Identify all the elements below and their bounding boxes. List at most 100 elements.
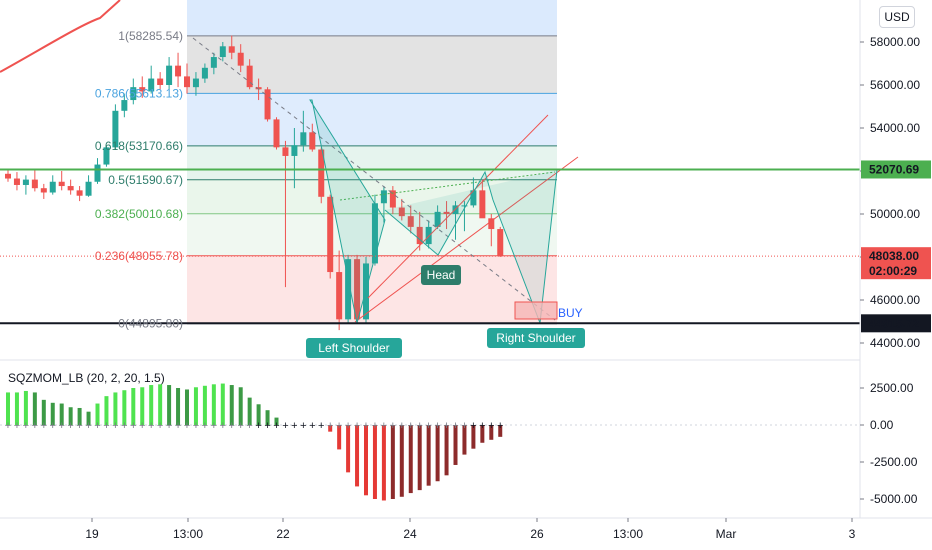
momentum-bar (6, 392, 10, 425)
candle-body (228, 46, 235, 53)
squeeze-dot: + (372, 420, 378, 432)
candle-body (85, 181, 92, 196)
candle-body (300, 132, 307, 146)
momentum-bar (372, 425, 377, 499)
squeeze-dot: + (273, 420, 279, 432)
momentum-bar (417, 425, 422, 491)
fib-label: 0.5(51590.67) (108, 173, 183, 187)
momentum-bar (435, 425, 440, 482)
head-label-box (421, 265, 461, 285)
price-tick-label: 44000.00 (870, 336, 920, 350)
candle-body (479, 190, 486, 219)
momentum-bar (381, 425, 386, 501)
squeeze-dot: + (390, 420, 396, 432)
momentum-bar (489, 425, 494, 440)
neckline (339, 171, 556, 201)
time-tick-label: 19 (85, 527, 99, 541)
time-tick-label: 26 (530, 527, 544, 541)
left-shoulder-shape (309, 99, 386, 324)
squeeze-dot: + (139, 420, 145, 432)
current-price-tag: 02:00:29 (869, 264, 917, 278)
right-shoulder-label-box (487, 328, 585, 348)
indicator-tick-label: 2500.00 (870, 381, 914, 395)
candle-body (157, 78, 164, 85)
candle-body (407, 216, 414, 227)
indicator-label[interactable]: SQZMOM_LB (20, 2, 20, 1.5) (8, 371, 165, 385)
momentum-bar (220, 383, 225, 425)
candle-body (67, 186, 74, 191)
squeeze-dot: + (121, 420, 127, 432)
squeeze-dot: + (5, 420, 11, 432)
candle-body (192, 78, 199, 88)
squeeze-dot: + (193, 420, 199, 432)
momentum-bar (426, 425, 431, 486)
price-axis[interactable]: 58000.0056000.0054000.0052000.0050000.00… (860, 35, 920, 350)
squeeze-dot: + (220, 420, 226, 432)
momentum-bar (23, 390, 28, 425)
squeeze-dot: + (50, 420, 56, 432)
momentum-bar (471, 425, 476, 449)
candle-body (488, 218, 495, 230)
squeeze-dot: + (416, 420, 422, 432)
indicator-tick-label: -5000.00 (870, 492, 918, 506)
candle-body (282, 147, 289, 156)
candle-body (318, 149, 325, 197)
squeeze-dot: + (85, 420, 91, 432)
candle-body (398, 207, 405, 217)
fib-label: 0(44895.80) (118, 317, 183, 331)
candle-body (130, 87, 137, 101)
squeeze-dot: + (112, 420, 118, 432)
candle-body (5, 173, 11, 179)
buy-zone (514, 301, 558, 320)
momentum-bar (193, 387, 198, 425)
support-price-tag: 44915.72 (869, 316, 919, 330)
candle-body (219, 46, 226, 58)
momentum-bar (131, 388, 136, 425)
candle-body (497, 229, 504, 257)
squeeze-dot: + (381, 420, 387, 432)
currency-button[interactable]: USD (879, 6, 915, 28)
squeeze-dot: + (309, 420, 315, 432)
fib-zone (187, 93, 557, 146)
time-axis[interactable]: 19 13:00 22 24 26 13:00 Mar 3 (85, 518, 856, 541)
candle-body (210, 57, 217, 68)
resistance-price-tag-box (861, 160, 931, 179)
momentum-bar (328, 425, 333, 432)
momentum-bar (337, 425, 342, 450)
squeeze-dot: + (202, 420, 208, 432)
squeeze-dot: + (318, 420, 324, 432)
right-shoulder-label: Right Shoulder (496, 331, 575, 345)
candle-body (336, 272, 343, 320)
candle-body (40, 188, 47, 193)
squeeze-dot: + (425, 420, 431, 432)
fib-level-labels: 1(58285.54) 0.786(55613.13) 0.618(53170.66… (95, 29, 183, 331)
squeeze-dot: + (166, 420, 172, 432)
squeeze-dot: + (14, 420, 20, 432)
momentum-bar (238, 387, 243, 425)
time-tick-label: 24 (403, 527, 417, 541)
time-tick-label: 3 (849, 527, 856, 541)
squeeze-dot: + (443, 420, 449, 432)
indicator-axis[interactable]: 2500.00 0.00 -2500.00 -5000.00 (860, 381, 918, 506)
squeeze-dot: + (452, 420, 458, 432)
squeeze-dot: + (94, 420, 100, 432)
fib-zone (187, 145, 557, 180)
momentum-bar (390, 425, 395, 499)
candle-body (166, 65, 173, 85)
head-shoulder-shape (384, 169, 558, 324)
squeeze-dot: + (237, 420, 243, 432)
squeeze-dot: + (211, 420, 217, 432)
current-price-tag-box (861, 247, 931, 280)
momentum-bar (346, 425, 351, 473)
momentum-bar (32, 392, 37, 425)
momentum-bar (265, 410, 270, 425)
time-tick-label: Mar (716, 527, 737, 541)
candle-body (184, 76, 190, 88)
momentum-bar (176, 388, 181, 425)
candle-body (175, 65, 182, 77)
fib-label: 0.382(50010.68) (95, 207, 183, 221)
momentum-bar (50, 402, 55, 425)
candle-body (416, 226, 423, 245)
